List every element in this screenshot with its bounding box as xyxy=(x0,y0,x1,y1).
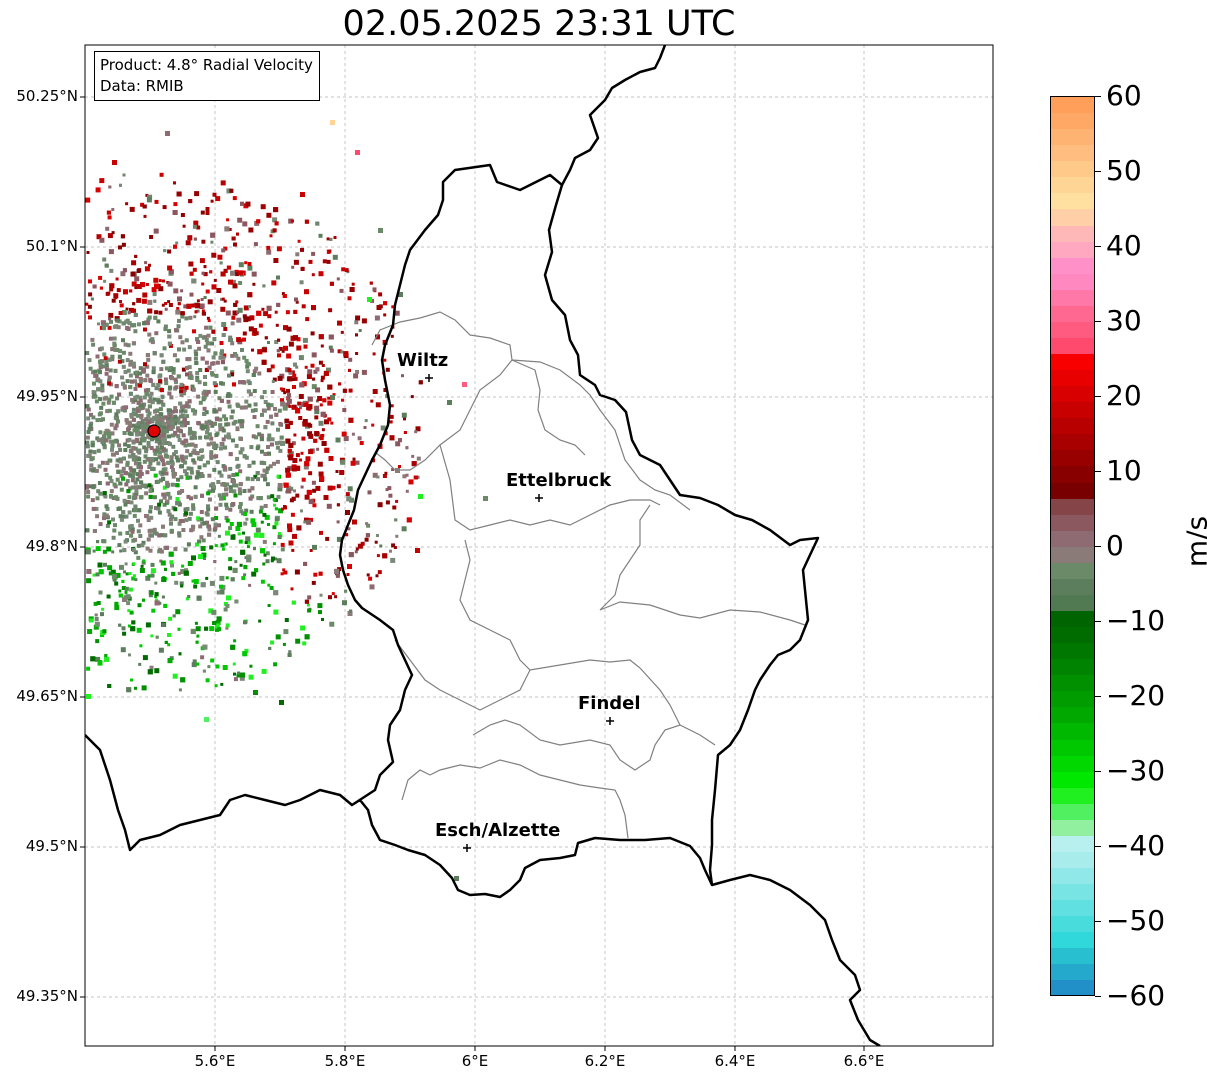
national-borders xyxy=(85,45,881,1046)
lat-tick-label: 50.25°N xyxy=(16,87,78,105)
colorbar-tick-mark xyxy=(1095,771,1101,772)
colorbar-tick-label: 50 xyxy=(1106,154,1142,187)
lon-tick-label: 6.2°E xyxy=(584,1052,626,1070)
lon-tick-label: 5.6°E xyxy=(194,1052,236,1070)
lat-tick-label: 49.8°N xyxy=(25,537,78,555)
colorbar-tick-mark xyxy=(1095,921,1101,922)
lat-tick-label: 49.5°N xyxy=(25,837,78,855)
colorbar-tick-mark xyxy=(1095,471,1101,472)
city-marker-esch xyxy=(463,844,471,852)
lat-tick-label: 49.95°N xyxy=(16,387,78,405)
colorbar-tick-label: −30 xyxy=(1106,754,1166,787)
city-label-findel: Findel xyxy=(578,693,641,714)
city-label-esch: Esch/Alzette xyxy=(435,820,561,841)
city-label-wiltz: Wiltz xyxy=(397,350,449,371)
colorbar-tick-label: 40 xyxy=(1106,229,1142,262)
map-frame xyxy=(84,44,994,1047)
colorbar-tick-mark xyxy=(1095,396,1101,397)
lon-tick-label: 6°E xyxy=(461,1052,489,1070)
lon-tick-label: 6.6°E xyxy=(843,1052,885,1070)
colorbar-tick-label: −60 xyxy=(1106,979,1166,1012)
colorbar-tick-label: −10 xyxy=(1106,604,1166,637)
colorbar-tick-label: 60 xyxy=(1106,79,1142,112)
colorbar-tick-mark xyxy=(1095,996,1101,997)
colorbar-unit-label: m/s xyxy=(1180,515,1207,568)
colorbar-tick-label: −50 xyxy=(1106,904,1166,937)
lat-tick-label: 49.65°N xyxy=(16,687,78,705)
colorbar-tick-mark xyxy=(1095,621,1101,622)
colorbar-tick-mark xyxy=(1095,696,1101,697)
colorbar-tick-label: 20 xyxy=(1106,379,1142,412)
lon-tick-label: 6.4°E xyxy=(714,1052,756,1070)
colorbar-tick-mark xyxy=(1095,321,1101,322)
colorbar-tick-mark xyxy=(1095,246,1101,247)
lon-tick-label: 5.8°E xyxy=(324,1052,366,1070)
canton-borders xyxy=(371,311,806,839)
radar-site-marker xyxy=(147,424,161,438)
city-marker-wiltz xyxy=(425,374,433,382)
colorbar-tick-mark xyxy=(1095,546,1101,547)
product-label: Product: 4.8° Radial Velocity xyxy=(100,56,313,74)
colorbar-tick-label: 0 xyxy=(1106,529,1124,562)
colorbar-tick-mark xyxy=(1095,171,1101,172)
city-markers xyxy=(425,374,614,852)
data-source-label: Data: RMIB xyxy=(100,77,184,95)
city-marker-findel xyxy=(606,717,614,725)
colorbar-tick-label: −20 xyxy=(1106,679,1166,712)
colorbar-tick-mark xyxy=(1095,96,1101,97)
colorbar-tick-mark xyxy=(1095,846,1101,847)
colorbar-tick-label: −40 xyxy=(1106,829,1166,862)
lat-tick-label: 50.1°N xyxy=(25,237,78,255)
city-label-ettelbruck: Ettelbruck xyxy=(506,470,612,491)
colorbar xyxy=(1050,96,1095,996)
lat-tick-label: 49.35°N xyxy=(16,987,78,1005)
info-box: Product: 4.8° Radial Velocity Data: RMIB xyxy=(94,51,320,101)
city-marker-ettelbruck xyxy=(535,494,543,502)
colorbar-tick-label: 30 xyxy=(1106,304,1142,337)
colorbar-tick-label: 10 xyxy=(1106,454,1142,487)
map-title: 02.05.2025 23:31 UTC xyxy=(342,4,736,44)
radar-echoes xyxy=(85,120,488,881)
